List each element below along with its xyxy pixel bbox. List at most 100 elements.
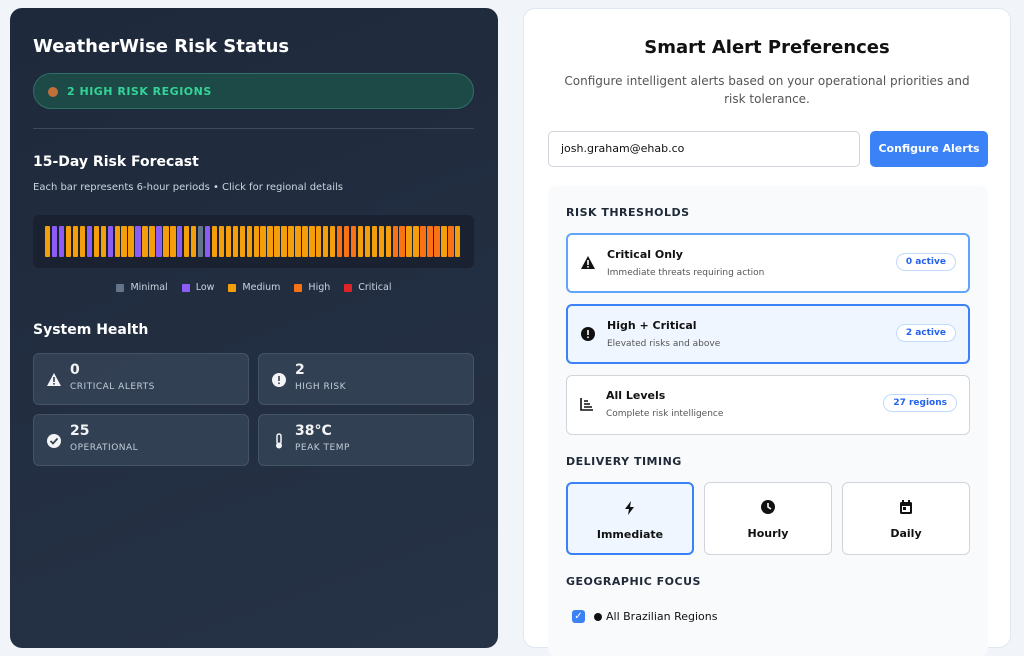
risk-bar[interactable]	[323, 226, 329, 257]
timing-icon	[900, 500, 912, 514]
risk-bar[interactable]	[455, 226, 461, 257]
risk-bar[interactable]	[65, 226, 72, 257]
timing-option[interactable]: Daily	[842, 482, 970, 555]
card-badge: 27 regions	[883, 394, 957, 412]
geo-checkbox[interactable]: ✓	[572, 610, 585, 623]
geo-title: GEOGRAPHIC FOCUS	[566, 575, 701, 588]
timing-option[interactable]: Immediate	[566, 482, 694, 555]
threshold-card[interactable]: Critical Only Immediate threats requiring…	[566, 233, 970, 293]
health-tile: 0 CRITICAL ALERTS	[33, 353, 249, 405]
risk-bar[interactable]	[434, 226, 440, 257]
risk-bar[interactable]	[190, 226, 197, 257]
risk-bar[interactable]	[392, 226, 398, 257]
risk-bar[interactable]	[121, 226, 127, 257]
risk-bar[interactable]	[281, 226, 287, 257]
tile-label: PEAK TEMP	[295, 443, 350, 453]
tile-label: HIGH RISK	[295, 382, 347, 392]
risk-bar[interactable]	[100, 226, 107, 257]
status-panel: WeatherWise Risk Status 2 HIGH RISK REGI…	[10, 8, 498, 648]
risk-bar[interactable]	[45, 226, 51, 257]
risk-bar[interactable]	[86, 226, 93, 257]
legend-label: Low	[195, 282, 215, 293]
badge-dot	[48, 87, 58, 97]
risk-bar[interactable]	[72, 226, 79, 257]
risk-bar[interactable]	[107, 226, 113, 257]
timing-option[interactable]: Hourly	[704, 482, 832, 555]
tile-icon	[47, 373, 61, 386]
status-title: WeatherWise Risk Status	[33, 36, 290, 57]
risk-bar[interactable]	[135, 226, 141, 257]
risk-bar[interactable]	[197, 226, 204, 257]
legend-item: High	[294, 282, 330, 293]
tile-label: OPERATIONAL	[70, 443, 139, 453]
risk-bar[interactable]	[357, 226, 364, 257]
card-name: High + Critical	[607, 319, 697, 332]
risk-bar[interactable]	[114, 226, 120, 257]
divider	[33, 128, 474, 129]
risk-bar[interactable]	[329, 226, 336, 257]
risk-bar[interactable]	[177, 226, 183, 257]
configure-button[interactable]: Configure Alerts	[870, 131, 988, 167]
timing-icon	[761, 500, 775, 514]
badge-text: 2 HIGH RISK REGIONS	[67, 85, 212, 98]
risk-bar[interactable]	[163, 226, 169, 257]
risk-bar[interactable]	[274, 226, 280, 257]
card-icon	[580, 398, 593, 411]
risk-bar[interactable]	[336, 226, 343, 257]
risk-bar[interactable]	[260, 226, 266, 257]
tile-icon	[276, 433, 282, 449]
risk-bar[interactable]	[170, 226, 176, 257]
risk-bar[interactable]	[343, 226, 350, 257]
threshold-card[interactable]: All Levels Complete risk intelligence 27 r…	[566, 375, 970, 435]
card-desc: Complete risk intelligence	[606, 409, 724, 419]
risk-bar[interactable]	[385, 226, 391, 257]
health-tile: 2 HIGH RISK	[258, 353, 474, 405]
risk-bar[interactable]	[448, 226, 454, 257]
risk-bar[interactable]	[302, 226, 308, 257]
legend-label: Medium	[242, 282, 281, 293]
risk-bar[interactable]	[316, 226, 322, 257]
risk-bar[interactable]	[406, 226, 412, 257]
risk-bar[interactable]	[427, 226, 433, 257]
risk-bar[interactable]	[51, 226, 58, 257]
risk-bar[interactable]	[218, 226, 225, 257]
risk-bar[interactable]	[295, 226, 301, 257]
risk-bar[interactable]	[441, 226, 447, 257]
risk-badge: 2 HIGH RISK REGIONS	[33, 73, 474, 109]
geo-option: All Brazilian Regions	[606, 610, 718, 623]
timing-label: Immediate	[596, 528, 664, 541]
card-icon	[581, 256, 595, 269]
risk-bar[interactable]	[239, 226, 246, 257]
risk-bar[interactable]	[267, 226, 273, 257]
email-input[interactable]: josh.graham@ehab.co	[548, 131, 860, 167]
threshold-card[interactable]: High + Critical Elevated risks and above 2…	[566, 304, 970, 364]
risk-bar[interactable]	[399, 226, 405, 257]
legend-swatch	[294, 283, 303, 292]
risk-bar[interactable]	[232, 226, 239, 257]
risk-bar[interactable]	[246, 226, 252, 257]
forecast-subtitle: Each bar represents 6-hour periods • Cli…	[33, 182, 344, 193]
risk-bar[interactable]	[371, 226, 378, 257]
risk-bar[interactable]	[288, 226, 294, 257]
risk-bar[interactable]	[420, 226, 426, 257]
risk-bar[interactable]	[413, 226, 419, 257]
risk-bar[interactable]	[149, 226, 155, 257]
risk-bar[interactable]	[350, 226, 357, 257]
risk-bar[interactable]	[156, 226, 162, 257]
risk-bar[interactable]	[128, 226, 134, 257]
risk-bar[interactable]	[364, 226, 371, 257]
risk-bar[interactable]	[142, 226, 148, 257]
risk-bar[interactable]	[184, 226, 190, 257]
card-icon	[581, 327, 595, 341]
risk-bar[interactable]	[79, 226, 86, 257]
risk-bar[interactable]	[253, 226, 259, 257]
legend-item: Critical	[344, 282, 392, 293]
risk-bar[interactable]	[93, 226, 100, 257]
risk-bar[interactable]	[378, 226, 385, 257]
geo-dot	[594, 613, 602, 621]
risk-bar[interactable]	[225, 226, 232, 257]
risk-bar[interactable]	[309, 226, 315, 257]
risk-bar[interactable]	[58, 226, 65, 257]
risk-bar[interactable]	[211, 226, 218, 257]
risk-bar[interactable]	[204, 226, 211, 257]
